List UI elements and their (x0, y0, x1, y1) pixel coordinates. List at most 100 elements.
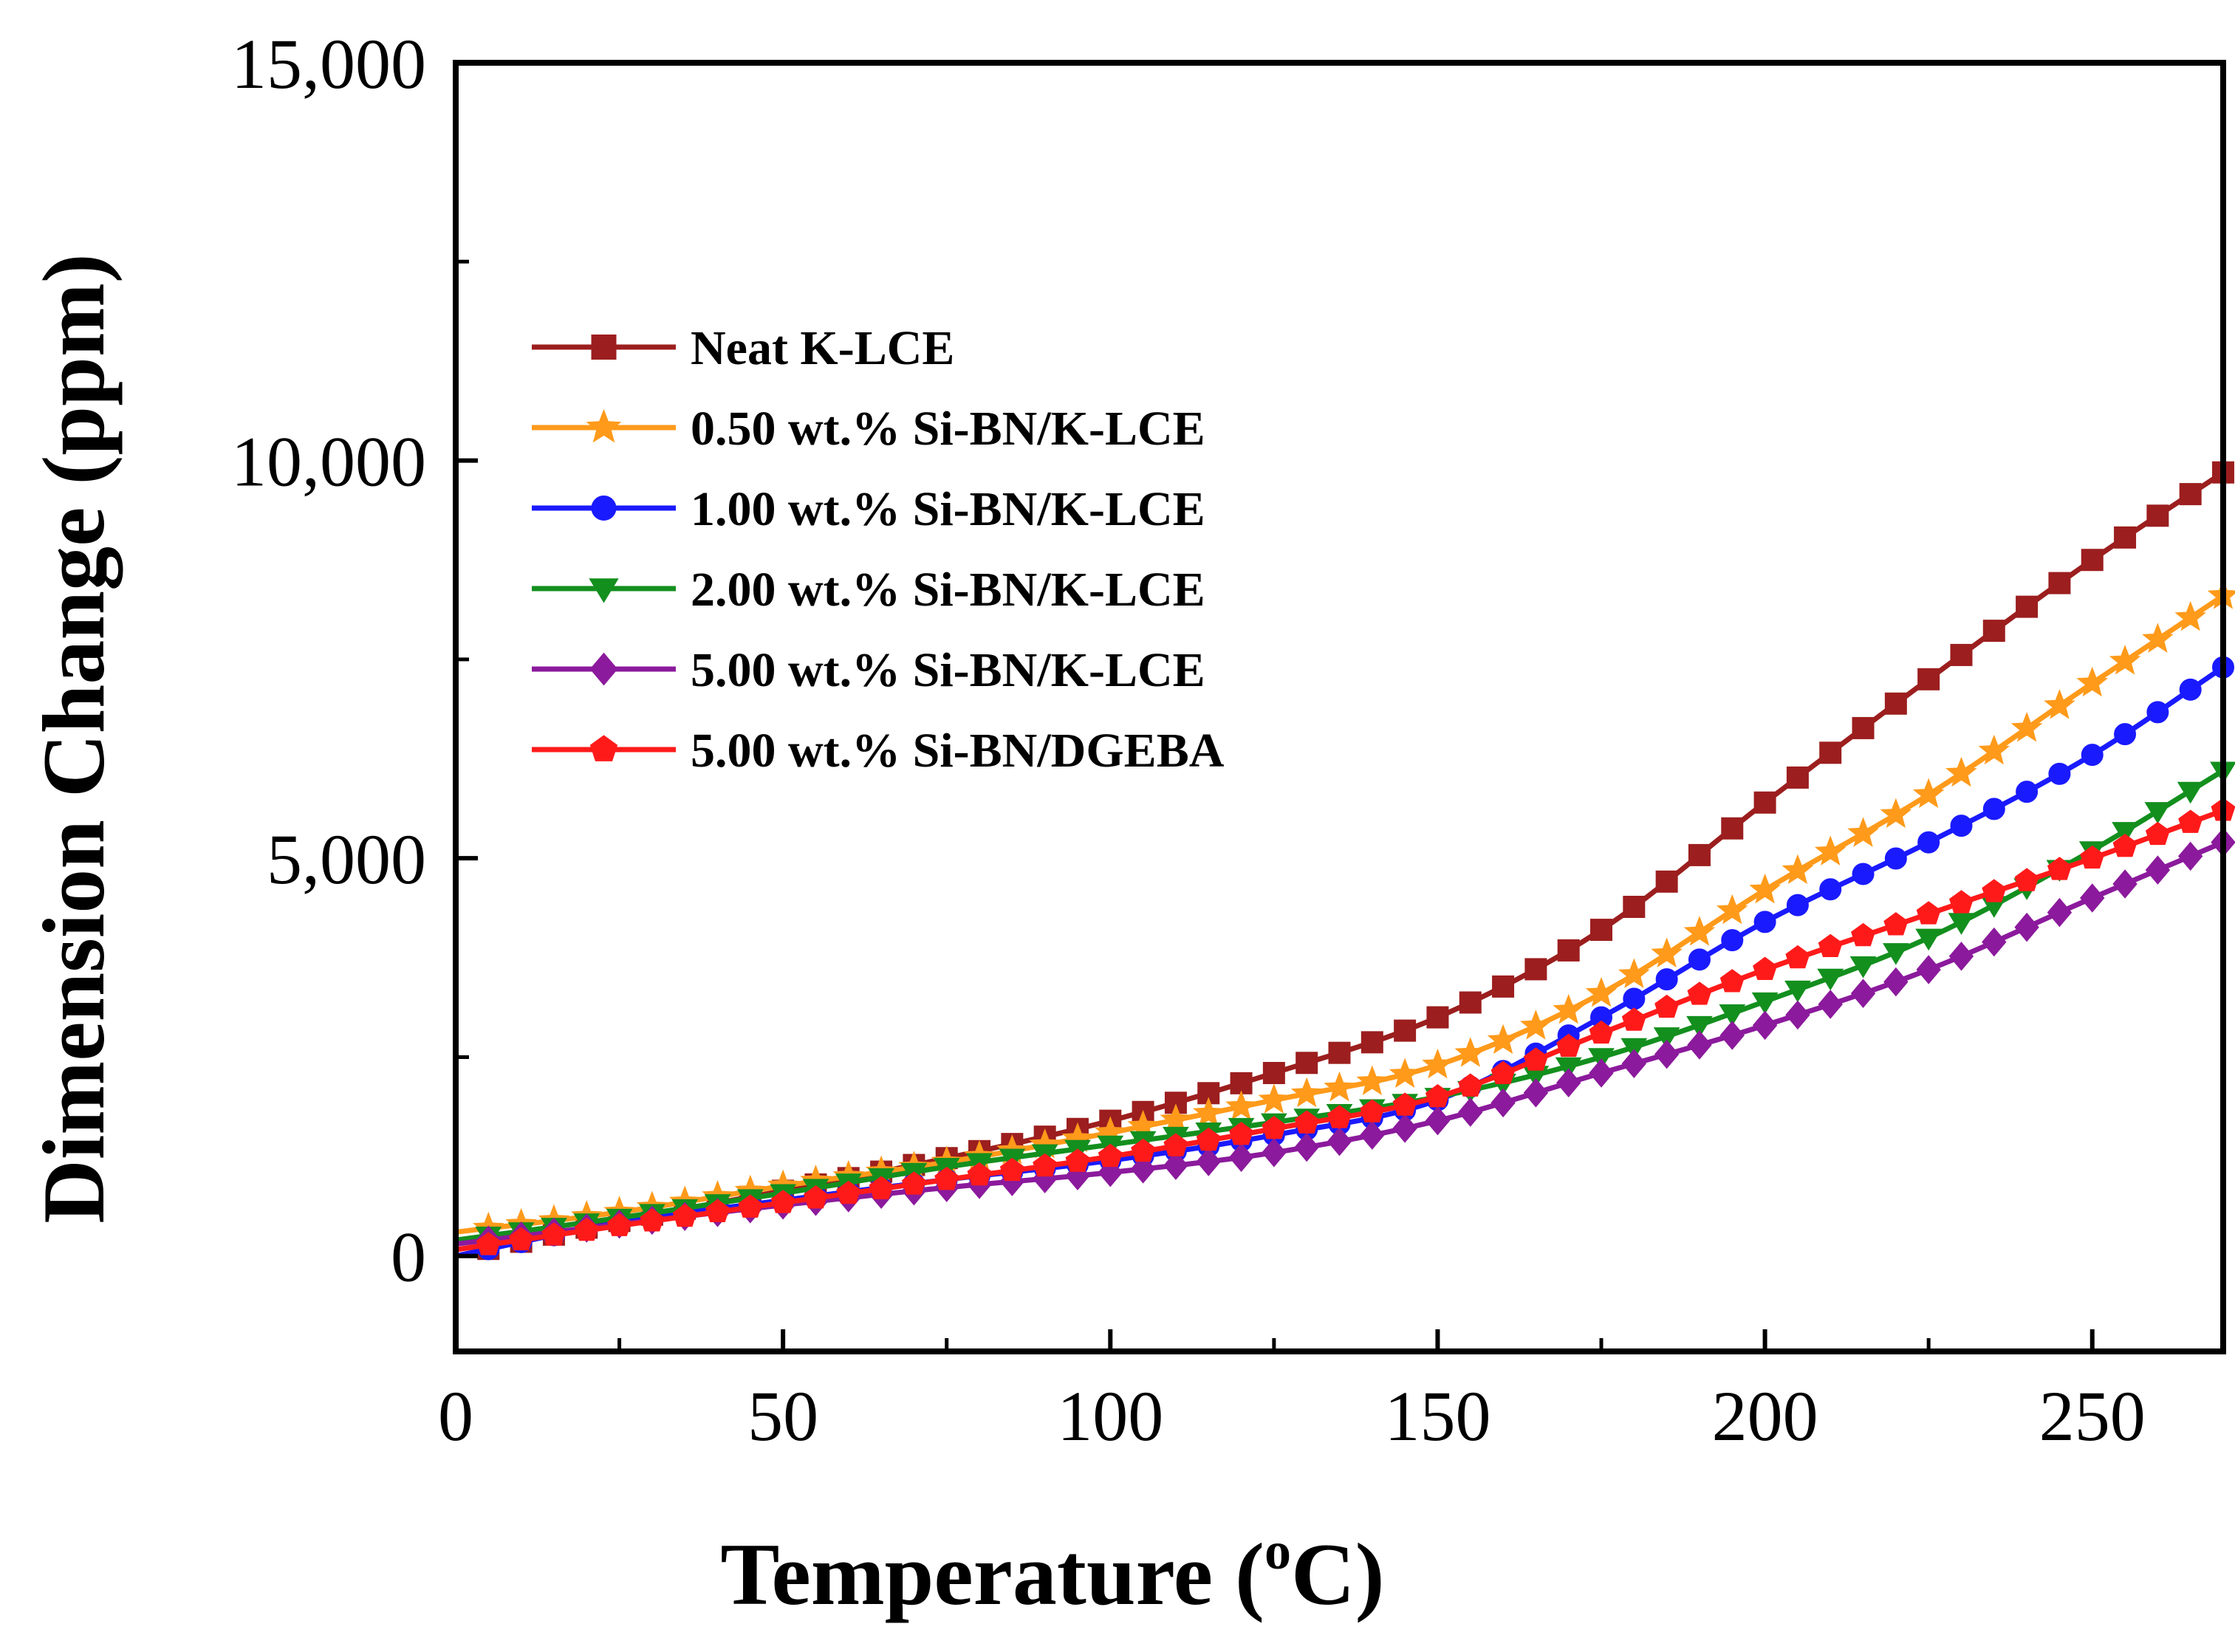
data-point-pentagon (1131, 1138, 1156, 1162)
data-point-diamond (1360, 1120, 1385, 1150)
legend-item: 5.00 wt.% Si-BN/K-LCE (532, 643, 1205, 697)
data-point-square (1753, 791, 1776, 814)
data-point-pentagon (2178, 809, 2203, 833)
data-point-pentagon (967, 1162, 992, 1186)
data-point-star (1618, 958, 1650, 988)
data-point-diamond (1850, 978, 1876, 1008)
data-point-diamond (1523, 1078, 1549, 1108)
series-line (455, 808, 2225, 1252)
data-point-star (1258, 1083, 1290, 1114)
plot-frame (453, 60, 2226, 1354)
data-point-star (2076, 666, 2109, 697)
data-point-square (2081, 549, 2104, 572)
data-point-square (1721, 817, 1744, 840)
data-point-pentagon (1458, 1073, 1483, 1097)
y-tick-label: 5,000 (267, 820, 426, 899)
legend-label: 2.00 wt.% Si-BN/K-LCE (691, 563, 1205, 617)
data-point-pentagon (1098, 1143, 1123, 1168)
data-point-star (2010, 711, 2043, 742)
data-point-diamond (1130, 1154, 1156, 1184)
legend-item: 0.50 wt.% Si-BN/K-LCE (532, 402, 1205, 456)
data-point-pentagon (640, 1208, 665, 1232)
data-point-diamond (1425, 1106, 1451, 1136)
data-point-pentagon (1818, 933, 1843, 958)
data-point-pentagon (1982, 879, 2007, 902)
data-point-square (1524, 958, 1547, 981)
legend-label: 0.50 wt.% Si-BN/K-LCE (691, 402, 1205, 456)
data-point-diamond (1490, 1088, 1516, 1118)
data-point-star (2174, 600, 2206, 631)
data-point-pentagon (934, 1166, 959, 1190)
data-point-diamond (1327, 1126, 1352, 1156)
data-point-diamond (1555, 1068, 1581, 1098)
data-point-square (1590, 919, 1613, 942)
data-point-pentagon (1851, 922, 1876, 947)
data-point-pentagon (803, 1185, 828, 1209)
data-point-pentagon (770, 1190, 795, 1213)
y-tick-label: 10,000 (231, 422, 426, 501)
data-point-star (1553, 993, 1584, 1024)
data-point-star (2142, 623, 2174, 653)
legend-label: 5.00 wt.% Si-BN/DGEBA (691, 724, 1225, 778)
data-point-star (1945, 756, 1977, 787)
data-point-circle (1819, 878, 1842, 901)
data-point-pentagon (2112, 833, 2138, 857)
data-point-diamond (1916, 955, 1941, 984)
data-point-pentagon (1033, 1153, 1058, 1177)
data-point-diamond (1982, 927, 2007, 957)
data-point-pentagon (1589, 1020, 1614, 1044)
data-point-pentagon (1687, 981, 1712, 1005)
data-point-square (1492, 975, 1515, 998)
data-point-star (1192, 1097, 1225, 1127)
data-point-triangle-down (1751, 992, 1779, 1015)
data-point-square (1655, 870, 1678, 893)
data-point-square (1328, 1041, 1351, 1064)
data-point-diamond (1687, 1030, 1712, 1060)
data-point-star (1651, 937, 1683, 967)
legend-item: 5.00 wt.% Si-BN/DGEBA (532, 724, 1225, 778)
data-point-circle (1950, 815, 1973, 837)
data-point-star (1683, 916, 1716, 946)
data-point-circle (1655, 968, 1678, 991)
data-point-triangle-down (1915, 928, 1943, 951)
data-point-square (1852, 716, 1875, 739)
data-point-square (1296, 1052, 1318, 1075)
data-point-star (1160, 1103, 1192, 1134)
data-point-square (1982, 620, 2005, 642)
data-point-star (2044, 689, 2075, 719)
data-point-square (1623, 895, 1646, 918)
data-point-circle (2146, 701, 2169, 724)
data-point-circle (1852, 863, 1875, 885)
x-tick-label: 250 (2039, 1377, 2146, 1456)
series (455, 827, 2235, 1255)
data-point-square (1917, 668, 1940, 690)
data-point-diamond (2080, 883, 2105, 913)
data-point-circle (1884, 847, 1907, 870)
data-point-diamond (1163, 1151, 1188, 1180)
data-point-square (1557, 939, 1580, 962)
data-point-pentagon (672, 1203, 697, 1227)
legend: Neat K-LCE 0.50 wt.% Si-BN/K-LCE 1.00 wt.%… (532, 321, 1225, 778)
data-point-circle (1917, 831, 1940, 854)
x-tick-label: 150 (1384, 1377, 1490, 1456)
data-point-triangle-down (1719, 1004, 1746, 1026)
data-point-star (1454, 1037, 1487, 1067)
data-point-square (2114, 526, 2137, 549)
data-point-star (1487, 1024, 1519, 1055)
data-point-diamond (2047, 897, 2073, 928)
data-point-diamond (1621, 1049, 1647, 1078)
data-point-pentagon (1948, 890, 1974, 914)
data-point-diamond (589, 652, 618, 686)
data-point-triangle-down (589, 578, 619, 603)
data-point-star (1749, 873, 1781, 904)
x-axis-title-unit: C) (1291, 1525, 1385, 1623)
data-point-pentagon (1719, 969, 1745, 993)
data-point-pentagon (2145, 821, 2170, 846)
data-point-star (1585, 976, 1618, 1007)
series (455, 761, 2235, 1249)
data-point-pentagon (2014, 868, 2039, 891)
data-point-circle (1786, 894, 1809, 916)
legend-item: 2.00 wt.% Si-BN/K-LCE (532, 563, 1205, 617)
data-point-circle (1982, 798, 2005, 820)
data-point-square (1426, 1006, 1449, 1029)
